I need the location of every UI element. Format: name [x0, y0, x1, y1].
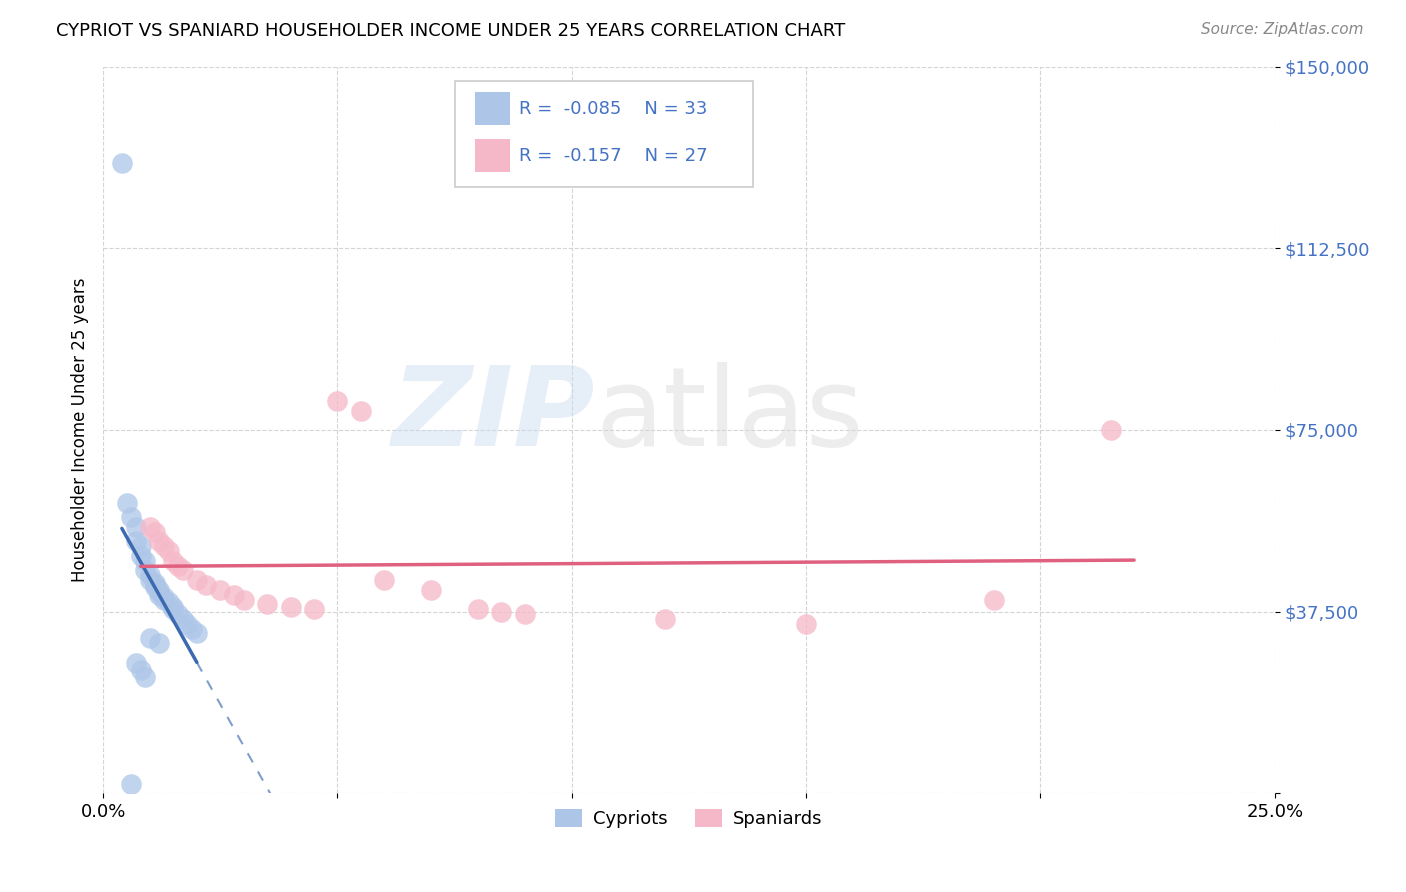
Point	[153, 592, 176, 607]
Point	[129, 663, 152, 677]
Point	[129, 539, 152, 553]
Point	[143, 578, 166, 592]
Point	[125, 534, 148, 549]
Point	[186, 573, 208, 587]
Point	[224, 588, 246, 602]
Text: R =  -0.085    N = 33: R = -0.085 N = 33	[519, 100, 707, 118]
Point	[181, 622, 204, 636]
Bar	[474, 92, 509, 125]
Point	[280, 599, 302, 614]
Bar	[474, 139, 509, 172]
Point	[143, 575, 166, 590]
Point	[134, 564, 156, 578]
Point	[232, 592, 254, 607]
Point	[115, 496, 138, 510]
Point	[302, 602, 325, 616]
Point	[153, 590, 176, 604]
Text: ZIP: ZIP	[392, 362, 595, 469]
Point	[139, 573, 162, 587]
Point	[172, 612, 194, 626]
Point	[167, 607, 190, 621]
Point	[148, 534, 170, 549]
Point	[326, 393, 349, 408]
Point	[139, 632, 162, 646]
Point	[162, 602, 184, 616]
Point	[148, 636, 170, 650]
Point	[148, 588, 170, 602]
Legend: Cypriots, Spaniards: Cypriots, Spaniards	[548, 801, 830, 835]
Point	[134, 554, 156, 568]
Point	[157, 544, 180, 558]
Point	[162, 599, 184, 614]
Point	[420, 582, 443, 597]
FancyBboxPatch shape	[454, 81, 754, 186]
Point	[143, 581, 166, 595]
Point	[111, 156, 134, 170]
Point	[134, 670, 156, 684]
Point	[167, 558, 190, 573]
Point	[1099, 423, 1122, 437]
Point	[654, 612, 676, 626]
Point	[467, 602, 489, 616]
Point	[153, 539, 176, 553]
Point	[120, 777, 142, 791]
Point	[491, 605, 513, 619]
Point	[195, 578, 218, 592]
Point	[162, 554, 184, 568]
Point	[256, 598, 278, 612]
Text: CYPRIOT VS SPANIARD HOUSEHOLDER INCOME UNDER 25 YEARS CORRELATION CHART: CYPRIOT VS SPANIARD HOUSEHOLDER INCOME U…	[56, 22, 845, 40]
Point	[120, 510, 142, 524]
Point	[350, 403, 373, 417]
Point	[513, 607, 536, 621]
Y-axis label: Householder Income Under 25 years: Householder Income Under 25 years	[72, 277, 89, 582]
Point	[172, 564, 194, 578]
Point	[209, 582, 232, 597]
Point	[148, 585, 170, 599]
Point	[373, 573, 395, 587]
Point	[125, 520, 148, 534]
Point	[794, 616, 817, 631]
Point	[125, 656, 148, 670]
Text: Source: ZipAtlas.com: Source: ZipAtlas.com	[1201, 22, 1364, 37]
Point	[143, 524, 166, 539]
Text: R =  -0.157    N = 27: R = -0.157 N = 27	[519, 147, 707, 165]
Point	[157, 595, 180, 609]
Point	[148, 582, 170, 597]
Point	[139, 568, 162, 582]
Point	[176, 616, 198, 631]
Point	[186, 626, 208, 640]
Point	[129, 549, 152, 563]
Point	[139, 520, 162, 534]
Point	[983, 592, 1005, 607]
Text: atlas: atlas	[595, 362, 863, 469]
